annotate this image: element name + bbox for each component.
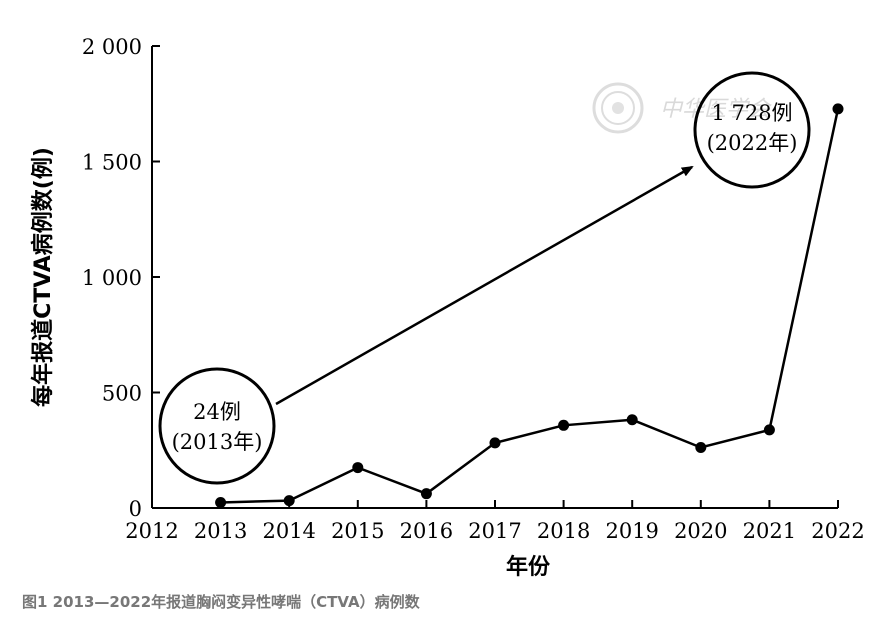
trend-arrow	[275, 165, 694, 406]
data-point-2021	[763, 424, 775, 436]
x-tick-label: 2019	[605, 519, 658, 543]
y-tick-label: 2 000	[82, 35, 142, 59]
annotation-2013-year: (2013年)	[172, 430, 263, 454]
data-point-2022	[832, 103, 844, 115]
annotation-2022: 1 728例 (2022年)	[693, 71, 811, 189]
y-axis-title: 每年报道CTVA病例数(例)	[30, 147, 56, 407]
data-point-2015	[352, 462, 364, 474]
x-tick-label: 2018	[537, 519, 590, 543]
annotation-2022-value: 1 728例	[711, 101, 792, 125]
annotation-2022-circle	[693, 71, 811, 189]
watermark-seal-icon	[592, 82, 644, 134]
watermark-text: 中华医学会	[660, 97, 772, 122]
x-tick-label: 2016	[400, 519, 453, 543]
series-line	[220, 108, 840, 504]
y-tick-label: 0	[129, 497, 142, 521]
data-point-2019	[626, 414, 638, 426]
x-tick-label: 2017	[468, 519, 521, 543]
annotation-2013-circle	[158, 367, 276, 485]
x-tick-label: 2021	[743, 519, 796, 543]
data-point-2018	[558, 419, 570, 431]
figure-caption: 图1 2013—2022年报道胸闷变异性哮喘（CTVA）病例数	[22, 593, 420, 611]
y-tick-label: 500	[102, 382, 142, 406]
watermark: 中华医学会	[592, 82, 772, 134]
x-tick-label: 2015	[331, 519, 384, 543]
x-tick-label: 2020	[674, 519, 727, 543]
x-axis-title: 年份	[506, 554, 551, 580]
data-points	[215, 103, 844, 508]
annotation-2013-value: 24例	[193, 400, 241, 424]
x-tick-label: 2022	[811, 519, 864, 543]
x-tick-label: 2014	[262, 519, 315, 543]
data-point-2014	[283, 495, 295, 507]
x-tick-label: 2012	[125, 519, 178, 543]
data-point-2013	[215, 496, 227, 508]
data-point-2020	[695, 441, 707, 453]
x-tick-label: 2013	[194, 519, 247, 543]
y-tick-label: 1 500	[82, 151, 142, 175]
y-tick-label: 1 000	[82, 266, 142, 290]
annotation-2013: 24例 (2013年)	[158, 367, 276, 485]
x-ticks: 2012 2013 2014 2015 2016 2017 2018 2019 2020 2021…	[125, 500, 865, 543]
data-point-2016	[420, 488, 432, 500]
y-ticks: 0 500 1 000 1 500 2 000	[82, 35, 160, 521]
data-point-2017	[489, 437, 501, 449]
annotation-2022-year: (2022年)	[707, 131, 798, 155]
